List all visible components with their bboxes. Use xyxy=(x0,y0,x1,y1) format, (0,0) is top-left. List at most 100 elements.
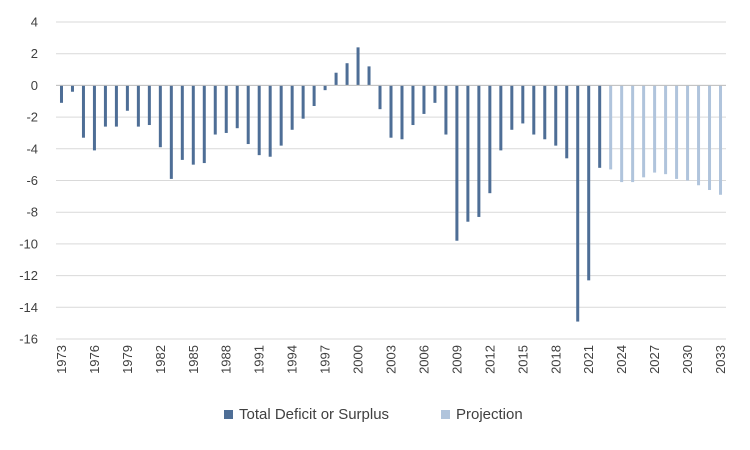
x-tick-label: 2033 xyxy=(713,345,728,374)
bar xyxy=(609,85,613,170)
bar xyxy=(191,85,195,165)
bar xyxy=(642,85,646,178)
bar xyxy=(378,85,382,110)
bar xyxy=(565,85,569,159)
x-tick-label: 2030 xyxy=(680,345,695,374)
x-tick-label: 2003 xyxy=(384,345,399,374)
bar xyxy=(389,85,393,138)
bar xyxy=(213,85,217,135)
y-axis: 4 2 0 -2 -4 -6 -8 -10 -12 -14 -16 xyxy=(19,15,38,347)
bar xyxy=(224,85,228,133)
bar xyxy=(103,85,107,127)
bar xyxy=(653,85,657,173)
series-actual xyxy=(59,47,602,322)
x-tick-label: 2012 xyxy=(482,345,497,374)
bar xyxy=(444,85,448,135)
bar xyxy=(290,85,294,130)
y-tick-label: -8 xyxy=(26,205,38,220)
bar xyxy=(180,85,184,160)
x-tick-label: 2018 xyxy=(548,345,563,374)
bar xyxy=(510,85,514,130)
bar xyxy=(279,85,283,146)
bar xyxy=(488,85,492,194)
y-tick-label: -14 xyxy=(19,300,38,315)
bar xyxy=(235,85,239,129)
legend-label-actual: Total Deficit or Surplus xyxy=(239,406,389,423)
bar xyxy=(334,72,338,86)
x-tick-label: 1988 xyxy=(219,345,234,374)
x-tick-label: 1982 xyxy=(153,345,168,374)
x-tick-label: 1994 xyxy=(285,345,300,374)
bar xyxy=(312,85,316,107)
bar xyxy=(521,85,525,124)
bar xyxy=(257,85,261,156)
y-tick-label: -6 xyxy=(26,173,38,188)
x-tick-label: 1997 xyxy=(318,345,333,374)
x-tick-label: 2027 xyxy=(647,345,662,374)
bar xyxy=(455,85,459,241)
bar xyxy=(59,85,63,103)
x-tick-label: 2024 xyxy=(614,345,629,374)
bar xyxy=(70,85,74,92)
x-tick-label: 1991 xyxy=(252,345,267,374)
legend-swatch xyxy=(224,410,233,419)
x-tick-label: 2015 xyxy=(515,345,530,374)
bar xyxy=(147,85,151,126)
bar xyxy=(356,47,360,86)
bar xyxy=(433,85,437,103)
bar xyxy=(598,85,602,168)
bar xyxy=(136,85,140,127)
bar xyxy=(367,66,371,86)
bar xyxy=(532,85,536,135)
bar xyxy=(81,85,85,138)
bar xyxy=(554,85,558,146)
bar xyxy=(708,85,712,191)
bar xyxy=(631,85,635,183)
bar xyxy=(169,85,173,179)
bar xyxy=(686,85,690,181)
x-tick-label: 2006 xyxy=(416,345,431,374)
bar xyxy=(499,85,503,151)
bar xyxy=(675,85,679,179)
bar xyxy=(477,85,481,217)
bar xyxy=(323,85,327,91)
bar xyxy=(664,85,668,175)
bar xyxy=(92,85,96,151)
bar xyxy=(202,85,206,164)
x-tick-label: 1976 xyxy=(87,345,102,374)
bar xyxy=(576,85,580,322)
bar xyxy=(719,85,723,195)
y-tick-label: 2 xyxy=(31,46,38,61)
bar xyxy=(114,85,118,127)
legend-swatch xyxy=(441,410,450,419)
gridlines xyxy=(56,21,726,340)
bar xyxy=(158,85,162,148)
y-tick-label: -12 xyxy=(19,268,38,283)
bar xyxy=(125,85,129,111)
bar xyxy=(466,85,470,222)
bar xyxy=(268,85,272,157)
bar xyxy=(697,85,701,186)
x-tick-label: 2021 xyxy=(581,345,596,374)
bar xyxy=(543,85,547,140)
y-tick-label: 4 xyxy=(31,15,38,30)
y-tick-label: -10 xyxy=(19,236,38,251)
legend: Total Deficit or Surplus Projection xyxy=(224,406,523,423)
bar xyxy=(246,85,250,145)
x-tick-label: 1979 xyxy=(120,345,135,374)
x-axis: 1973 1976 1979 1982 1985 1988 1991 1994 1997 2000… xyxy=(54,345,728,374)
y-tick-label: -16 xyxy=(19,332,38,347)
bar xyxy=(411,85,415,126)
series-projection xyxy=(609,85,723,195)
bar xyxy=(400,85,404,140)
x-tick-label: 1985 xyxy=(186,345,201,374)
x-tick-label: 2000 xyxy=(351,345,366,374)
y-tick-label: 0 xyxy=(31,78,38,93)
y-tick-label: -2 xyxy=(26,110,38,125)
legend-label-projection: Projection xyxy=(456,406,523,423)
bar xyxy=(422,85,426,114)
x-tick-label: 2009 xyxy=(449,345,464,374)
y-tick-label: -4 xyxy=(26,141,38,156)
